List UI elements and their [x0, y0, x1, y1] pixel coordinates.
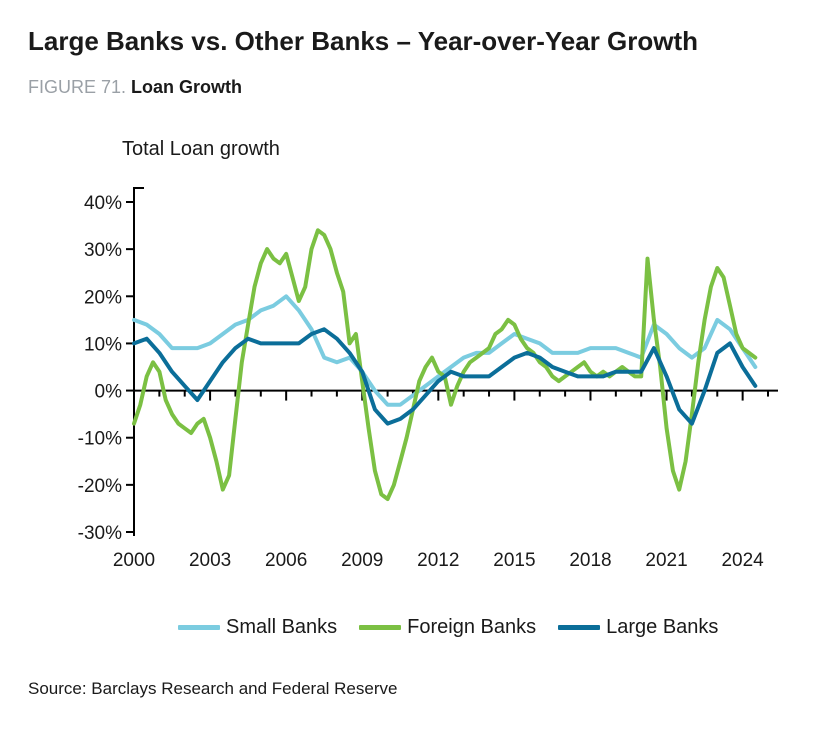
- y-tick-label: -30%: [78, 523, 122, 544]
- chart-axis-title: Total Loan growth: [122, 138, 280, 161]
- y-tick-label: 20%: [84, 287, 122, 308]
- x-tick-label: 2018: [569, 550, 611, 571]
- x-tick-label: 2003: [189, 550, 231, 571]
- y-tick-label: -10%: [78, 429, 122, 450]
- chart-legend: Small Banks Foreign Banks Large Banks: [178, 616, 803, 639]
- x-tick-label: 2012: [417, 550, 459, 571]
- legend-label: Small Banks: [226, 616, 337, 639]
- y-tick-label: 10%: [84, 334, 122, 355]
- y-tick-label: 40%: [84, 193, 122, 214]
- x-tick-label: 2006: [265, 550, 307, 571]
- x-tick-label: 2024: [721, 550, 764, 571]
- figure-label: FIGURE 71. Loan Growth: [28, 77, 803, 98]
- y-tick-label: 0%: [95, 382, 123, 403]
- chart-container: Total Loan growth -30%-20%-10%0%10%20%30…: [28, 142, 788, 602]
- page-title: Large Banks vs. Other Banks – Year-over-…: [28, 26, 803, 57]
- legend-item: Foreign Banks: [359, 616, 536, 639]
- x-tick-label: 2015: [493, 550, 535, 571]
- legend-item: Large Banks: [558, 616, 718, 639]
- chart-svg: -30% -20% -10% 0% 10% 20% 30% 40% 2000 2003 2006 20…: [28, 142, 788, 602]
- figure-name: Loan Growth: [131, 77, 242, 97]
- x-tick-label: 2021: [645, 550, 687, 571]
- y-tick-label: 30%: [84, 240, 122, 261]
- legend-swatch: [178, 625, 220, 630]
- legend-item: Small Banks: [178, 616, 337, 639]
- y-tick-label: -20%: [78, 476, 122, 497]
- legend-label: Foreign Banks: [407, 616, 536, 639]
- chart-source: Source: Barclays Research and Federal Re…: [28, 679, 803, 699]
- legend-swatch: [558, 625, 600, 630]
- x-tick-label: 2009: [341, 550, 383, 571]
- x-tick-label: 2000: [113, 550, 155, 571]
- figure-prefix: FIGURE 71.: [28, 77, 131, 97]
- legend-label: Large Banks: [606, 616, 718, 639]
- legend-swatch: [359, 625, 401, 630]
